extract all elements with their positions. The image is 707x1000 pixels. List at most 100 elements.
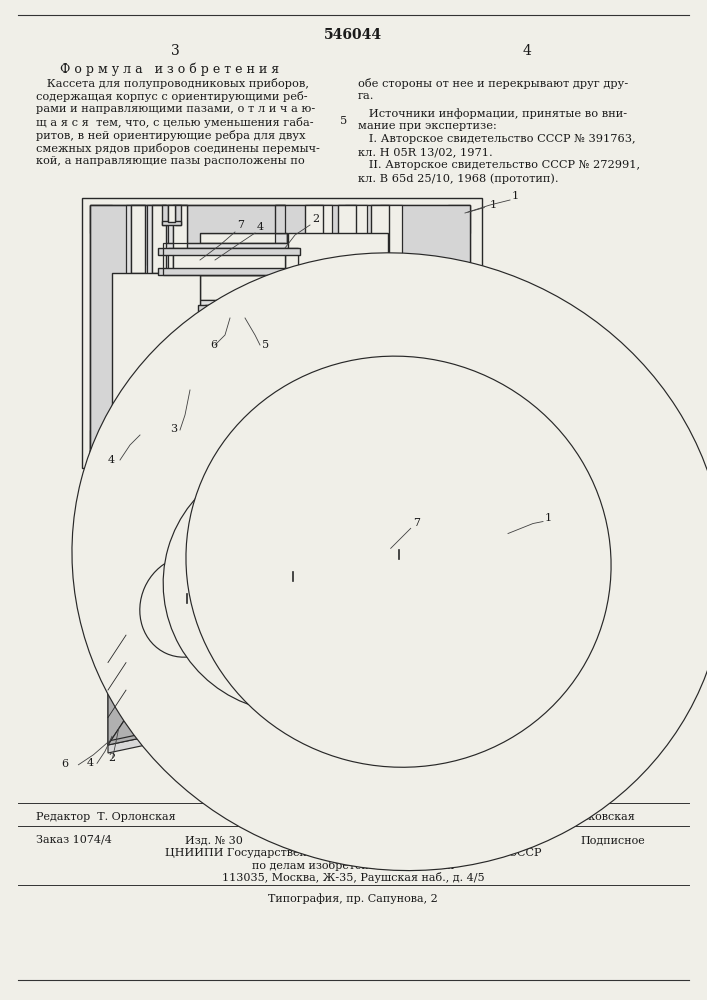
Bar	[162, 205, 168, 225]
Ellipse shape	[163, 456, 423, 712]
Bar	[112, 273, 200, 430]
Bar	[310, 205, 332, 375]
Text: 2: 2	[109, 753, 116, 763]
Ellipse shape	[93, 391, 492, 777]
Text: 5: 5	[262, 340, 269, 350]
Text: кой, а направляющие пазы расположены по: кой, а направляющие пазы расположены по	[36, 156, 305, 166]
Text: ЦНИИПИ Государственного комитета Совета Министров СССР: ЦНИИПИ Государственного комитета Совета …	[165, 848, 542, 858]
Text: Типография, пр. Сапунова, 2: Типография, пр. Сапунова, 2	[268, 893, 438, 904]
Text: 7: 7	[413, 518, 420, 528]
Text: Техред  Н. Сметанина: Техред Н. Сметанина	[270, 812, 399, 822]
Text: 113035, Москва, Ж-35, Раушская наб., д. 4/5: 113035, Москва, Ж-35, Раушская наб., д. …	[222, 872, 484, 883]
Bar	[90, 205, 285, 233]
Bar	[173, 205, 187, 265]
Polygon shape	[108, 552, 499, 745]
Polygon shape	[357, 424, 371, 430]
Bar	[168, 248, 298, 270]
Bar	[90, 450, 140, 462]
Ellipse shape	[115, 530, 260, 683]
Text: Заказ 1074/4: Заказ 1074/4	[36, 835, 112, 845]
Bar	[126, 205, 131, 275]
Text: 4: 4	[257, 222, 264, 232]
Bar	[338, 205, 356, 360]
Bar	[360, 380, 382, 435]
Text: Изд. № 30: Изд. № 30	[185, 835, 243, 845]
Bar	[205, 305, 335, 327]
Text: рами и направляющими пазами, о т л и ч а ю-: рами и направляющими пазами, о т л и ч а…	[36, 104, 315, 114]
Bar	[410, 450, 470, 462]
Text: смежных рядов приборов соединены перемыч-: смежных рядов приборов соединены перемыч…	[36, 143, 320, 154]
Text: 1: 1	[467, 200, 497, 212]
Bar	[305, 370, 323, 425]
Polygon shape	[108, 622, 111, 635]
Bar	[152, 205, 166, 265]
Text: Корректор  И. Позняковская: Корректор И. Позняковская	[465, 812, 635, 822]
Bar	[131, 205, 145, 273]
Bar	[275, 370, 470, 388]
Text: 4: 4	[522, 44, 532, 58]
Bar	[371, 205, 389, 360]
Text: кл. Н 05R 13/02, 1971.: кл. Н 05R 13/02, 1971.	[358, 147, 493, 157]
Bar	[288, 233, 388, 353]
Text: 3: 3	[170, 44, 180, 58]
Polygon shape	[108, 525, 517, 635]
Bar	[213, 312, 325, 325]
Polygon shape	[108, 635, 517, 745]
Text: 1: 1	[545, 513, 552, 523]
Text: Фиг 2: Фиг 2	[312, 778, 349, 791]
Text: 4: 4	[108, 455, 115, 465]
Text: ритов, в ней ориентирующие ребра для двух: ритов, в ней ориентирующие ребра для дву…	[36, 130, 305, 141]
Polygon shape	[307, 424, 321, 430]
Bar	[275, 205, 470, 233]
Bar	[200, 300, 340, 332]
Bar	[90, 205, 112, 460]
Polygon shape	[90, 205, 287, 462]
Polygon shape	[90, 450, 140, 462]
Ellipse shape	[140, 556, 235, 657]
Text: Источники информации, принятые во вни-: Источники информации, принятые во вни-	[358, 108, 627, 119]
Text: кл. В 65d 25/10, 1968 (прототип).: кл. В 65d 25/10, 1968 (прототип).	[358, 173, 559, 184]
Polygon shape	[108, 658, 502, 745]
Bar	[82, 198, 482, 468]
Bar	[168, 205, 173, 275]
Text: 5: 5	[340, 116, 348, 126]
Text: Ф о р м у л а   и з о б р е т е н и я: Ф о р м у л а и з о б р е т е н и я	[60, 62, 279, 76]
Bar	[205, 305, 335, 327]
Bar	[152, 205, 166, 273]
Bar	[131, 205, 145, 265]
Text: 546044: 546044	[324, 28, 382, 42]
Bar	[147, 205, 152, 275]
Ellipse shape	[186, 356, 611, 767]
Polygon shape	[108, 544, 499, 635]
Bar	[173, 205, 187, 273]
Polygon shape	[111, 540, 502, 630]
Text: Редактор  Т. Орлонская: Редактор Т. Орлонская	[36, 812, 175, 822]
Text: мание при экспертизе:: мание при экспертизе:	[358, 121, 497, 131]
Polygon shape	[108, 608, 126, 745]
Text: Кассета для полупроводниковых приборов,: Кассета для полупроводниковых приборов,	[36, 78, 309, 89]
Bar	[345, 205, 367, 375]
Text: I. Авторское свидетельство СССР № 391763,: I. Авторское свидетельство СССР № 391763…	[358, 134, 636, 144]
Text: Составитель Ю. Цветков: Составитель Ю. Цветков	[276, 790, 431, 803]
Bar	[162, 221, 181, 225]
Text: 7: 7	[237, 220, 244, 230]
Bar	[175, 205, 181, 225]
Bar	[380, 205, 402, 375]
Text: 4: 4	[87, 758, 94, 768]
Bar	[168, 205, 175, 222]
Polygon shape	[499, 525, 517, 662]
Text: Фиг 1: Фиг 1	[252, 478, 288, 491]
Bar	[305, 205, 323, 360]
Text: содержащая корпус с ориентирующими реб-: содержащая корпус с ориентирующими реб-	[36, 91, 308, 102]
Bar	[310, 380, 332, 435]
Text: 1: 1	[512, 191, 519, 201]
Text: по делам изобретений и открытий: по делам изобретений и открытий	[252, 860, 454, 871]
Text: Тираж 1019: Тираж 1019	[340, 835, 411, 845]
Polygon shape	[198, 305, 340, 332]
Text: га.: га.	[358, 91, 375, 101]
Bar	[275, 430, 470, 460]
Bar	[168, 248, 298, 270]
Text: обе стороны от нее и перекрывают друг дру-: обе стороны от нее и перекрывают друг др…	[358, 78, 629, 89]
Text: 3: 3	[170, 424, 177, 434]
Text: щ а я с я  тем, что, с целью уменьшения габа-: щ а я с я тем, что, с целью уменьшения г…	[36, 117, 314, 128]
